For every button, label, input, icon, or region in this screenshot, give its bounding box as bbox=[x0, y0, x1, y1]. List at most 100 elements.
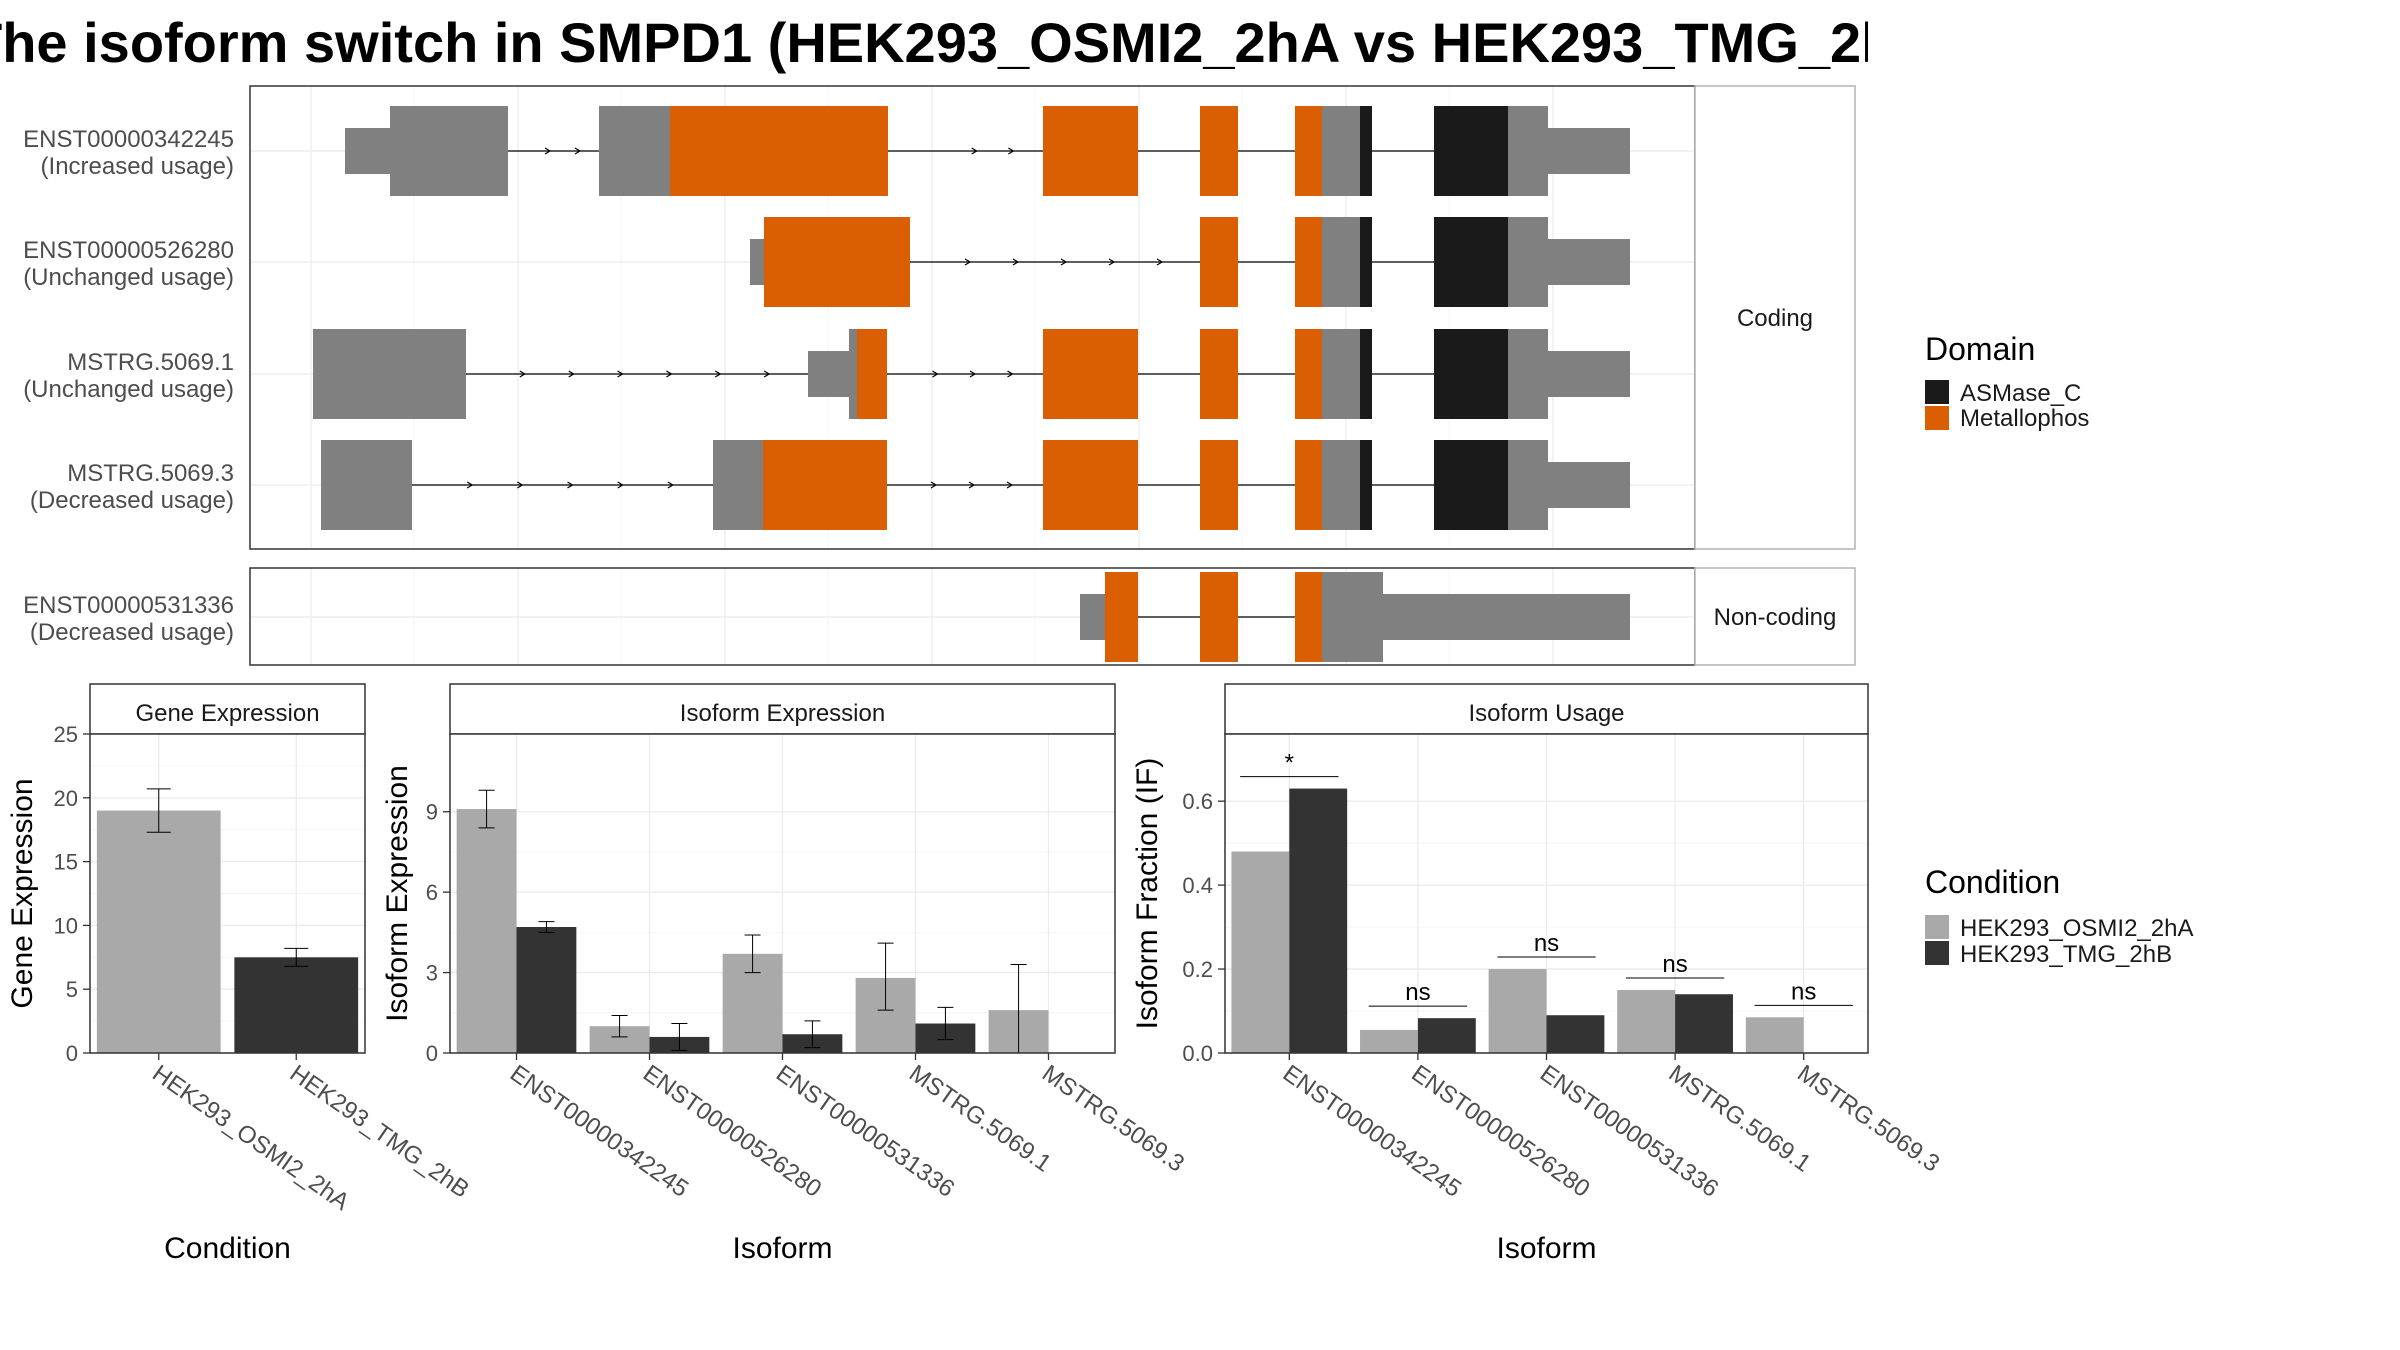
y-tick-label: 5 bbox=[66, 977, 78, 1002]
metallophos-domain bbox=[857, 329, 887, 419]
legend-label-cond-b: HEK293_TMG_2hB bbox=[1960, 941, 2172, 968]
y-axis-title: Isoform Fraction (IF) bbox=[1131, 758, 1164, 1030]
utr-segment bbox=[1548, 462, 1630, 508]
utr-segment bbox=[1548, 128, 1630, 174]
legend-swatch-cond-a bbox=[1925, 915, 1949, 939]
utr-segment bbox=[1548, 351, 1630, 397]
strand-arrow bbox=[1006, 481, 1014, 489]
strand-arrow bbox=[930, 481, 938, 489]
transcript-usage-label: (Decreased usage) bbox=[30, 487, 234, 514]
exon-segment bbox=[1322, 106, 1360, 196]
transcript-track bbox=[321, 440, 1630, 530]
condition-legend: Condition HEK293_OSMI2_2hA HEK293_TMG_2h… bbox=[1925, 864, 2193, 968]
panel-strip bbox=[1224, 683, 1869, 735]
coding-strip bbox=[1694, 85, 1856, 550]
y-tick-label: 0.0 bbox=[1182, 1041, 1213, 1066]
metallophos-domain bbox=[1105, 572, 1138, 662]
strand-arrow bbox=[517, 481, 524, 489]
asmase-domain bbox=[1360, 329, 1372, 419]
coding-strip-label: Coding bbox=[1737, 305, 1813, 332]
strand-arrow bbox=[964, 258, 972, 266]
y-tick-label: 0.4 bbox=[1182, 873, 1213, 898]
utr-segment bbox=[1080, 594, 1105, 640]
legend-swatch-asmase bbox=[1925, 380, 1949, 404]
significance-label: ns bbox=[1662, 951, 1687, 978]
transcript-track bbox=[313, 329, 1630, 419]
panel-strip-label: Isoform Expression bbox=[680, 700, 885, 727]
strand-arrow bbox=[932, 370, 939, 378]
exon-segment bbox=[599, 106, 670, 196]
strand-arrow bbox=[519, 370, 527, 378]
strand-arrow bbox=[969, 370, 977, 378]
transcript-id-label: ENST00000342245 bbox=[23, 126, 234, 153]
bar bbox=[234, 957, 359, 1053]
metallophos-domain bbox=[1295, 217, 1322, 307]
metallophos-domain bbox=[1200, 217, 1238, 307]
x-axis-title: Isoform bbox=[732, 1232, 832, 1265]
strand-arrow bbox=[617, 481, 624, 489]
strand-arrow bbox=[971, 147, 978, 155]
bar bbox=[96, 810, 221, 1053]
exon-segment bbox=[713, 440, 763, 530]
panel-strip-label: Gene Expression bbox=[135, 700, 319, 727]
metallophos-domain bbox=[764, 217, 910, 307]
bar-panel-0: Gene Expression0510152025HEK293_OSMI2_2h… bbox=[6, 683, 474, 1265]
bar bbox=[516, 927, 577, 1053]
y-tick-label: 15 bbox=[54, 850, 78, 875]
strand-arrow bbox=[568, 370, 575, 378]
significance-label: * bbox=[1285, 750, 1294, 777]
x-axis-title: Condition bbox=[164, 1232, 291, 1265]
asmase-domain bbox=[1360, 106, 1372, 196]
y-tick-label: 0 bbox=[66, 1041, 78, 1066]
legend-label-asmase: ASMase_C bbox=[1960, 380, 2081, 407]
transcript-usage-label: (Unchanged usage) bbox=[23, 376, 234, 403]
bar-panel-1: Isoform Expression0369ENST00000342245ENS… bbox=[381, 683, 1189, 1265]
transcript-usage-label: (Unchanged usage) bbox=[23, 264, 234, 291]
strand-arrow bbox=[1007, 370, 1014, 378]
metallophos-domain bbox=[1295, 440, 1322, 530]
transcript-labels: ENST00000342245(Increased usage) ENST0000… bbox=[23, 126, 234, 646]
bar bbox=[1488, 969, 1547, 1053]
noncoding-strip bbox=[1694, 567, 1856, 666]
transcript-track bbox=[1080, 572, 1630, 662]
strand-arrow bbox=[667, 481, 674, 489]
noncoding-strip-label: Non-coding bbox=[1714, 604, 1837, 631]
asmase-domain bbox=[1360, 440, 1372, 530]
exon-segment bbox=[1322, 440, 1360, 530]
exon-segment bbox=[390, 106, 508, 196]
metallophos-domain bbox=[670, 106, 888, 196]
strand-arrow bbox=[968, 481, 976, 489]
strand-arrow bbox=[1108, 258, 1116, 266]
strand-arrow bbox=[466, 481, 474, 489]
significance-label: ns bbox=[1534, 930, 1559, 957]
y-tick-label: 0.2 bbox=[1182, 957, 1213, 982]
strand-arrow bbox=[1012, 258, 1020, 266]
exon-segment bbox=[1508, 106, 1548, 196]
y-tick-label: 10 bbox=[54, 913, 78, 938]
utr-segment bbox=[750, 239, 764, 285]
bar bbox=[1231, 851, 1290, 1053]
strand-arrow bbox=[1008, 147, 1015, 155]
y-tick-label: 6 bbox=[426, 880, 438, 905]
exon-segment bbox=[1322, 217, 1360, 307]
strand-arrow bbox=[544, 147, 552, 155]
panel-border bbox=[89, 733, 366, 1054]
x-axis-title: Isoform bbox=[1496, 1232, 1596, 1265]
metallophos-domain bbox=[1200, 329, 1238, 419]
panel-strip bbox=[449, 683, 1116, 735]
exon-segment bbox=[1508, 217, 1548, 307]
domain-legend-title: Domain bbox=[1925, 331, 2035, 367]
bar bbox=[1417, 1018, 1476, 1053]
transcript-id-label: MSTRG.5069.3 bbox=[67, 460, 234, 487]
transcript-id-label: MSTRG.5069.1 bbox=[67, 349, 234, 376]
bar-panels: Gene Expression0510152025HEK293_OSMI2_2h… bbox=[6, 683, 1944, 1265]
utr-segment bbox=[1548, 239, 1630, 285]
utr-segment bbox=[345, 128, 390, 174]
asmase-domain bbox=[1360, 217, 1372, 307]
transcript-usage-label: (Increased usage) bbox=[41, 153, 234, 180]
panel-strip-label: Isoform Usage bbox=[1468, 700, 1624, 727]
strand-arrow bbox=[714, 370, 722, 378]
legend-swatch-metallophos bbox=[1925, 406, 1949, 430]
exon-segment bbox=[1322, 329, 1360, 419]
